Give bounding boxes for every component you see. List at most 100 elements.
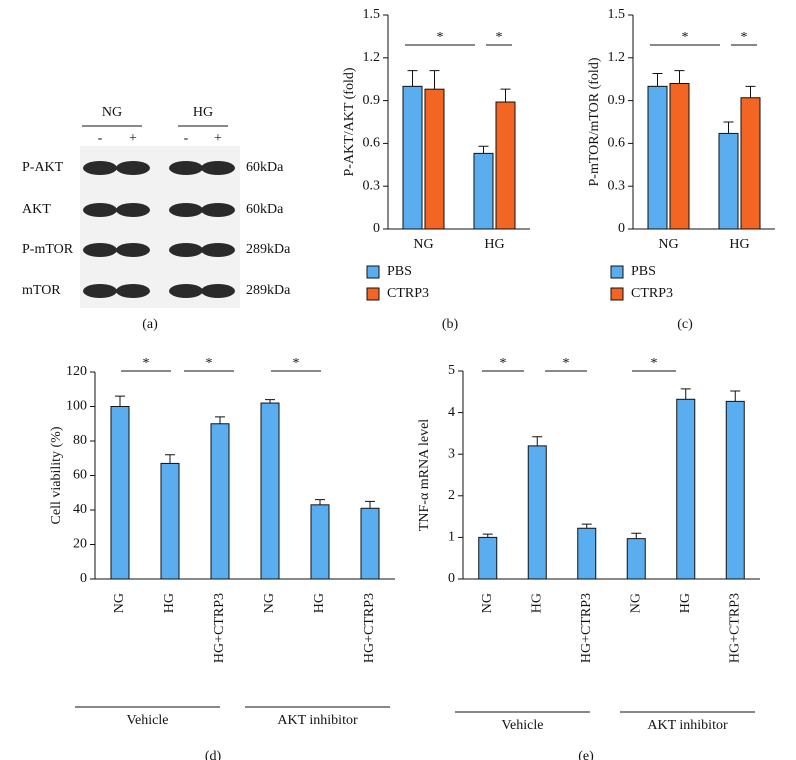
band — [201, 203, 235, 217]
significance-label: * — [651, 356, 658, 371]
y-tick-label: 1.5 — [608, 7, 626, 22]
x-tick-label: HG — [312, 593, 327, 613]
legend-swatch — [366, 287, 380, 301]
error-bar — [482, 533, 493, 538]
bar — [310, 504, 330, 580]
bar — [577, 527, 597, 580]
bar — [740, 97, 761, 230]
band — [169, 161, 203, 175]
y-tick-label: 0 — [373, 221, 380, 236]
legend-label: CTRP3 — [387, 286, 429, 301]
error-bar — [407, 70, 418, 87]
x-tick-label: HG+CTRP3 — [362, 593, 377, 663]
bar — [360, 507, 380, 580]
y-tick-label: 1 — [448, 530, 455, 545]
error-bar — [745, 85, 756, 98]
error-bar — [500, 88, 511, 103]
significance-label: * — [496, 30, 503, 45]
y-axis-label: Cell viability (%) — [49, 426, 64, 524]
bar — [495, 101, 516, 230]
x-tick-label: NG — [628, 593, 643, 613]
band — [169, 243, 203, 257]
y-axis-label: P-mTOR/mTOR (fold) — [587, 57, 602, 186]
error-bar — [532, 436, 543, 446]
x-tick-label: NG — [112, 593, 127, 613]
bar — [260, 402, 280, 580]
y-tick-label: 1.2 — [363, 50, 381, 65]
significance-label: * — [206, 356, 213, 371]
protein-label: mTOR — [22, 283, 61, 298]
error-bar — [115, 395, 125, 407]
y-tick-label: 4 — [448, 405, 455, 420]
x-tick-label: HG+CTRP3 — [727, 593, 742, 663]
error-bar — [680, 388, 691, 400]
y-tick-label: 0 — [80, 571, 87, 586]
bar — [647, 85, 668, 230]
lane-label: - — [184, 131, 189, 146]
significance-label: * — [563, 356, 570, 371]
size-label: 60kDa — [246, 202, 284, 217]
y-tick-label: 0.9 — [363, 93, 381, 108]
error-bar — [723, 121, 734, 134]
x-tick-label: HG — [529, 593, 544, 613]
panel-label: (c) — [677, 317, 693, 332]
band — [116, 284, 150, 298]
band — [83, 243, 117, 257]
significance-label: * — [682, 30, 689, 45]
x-tick-label: HG — [729, 237, 749, 252]
significance-label: * — [741, 30, 748, 45]
error-bar — [631, 532, 642, 539]
bar — [110, 406, 130, 580]
lane-label: + — [214, 131, 222, 146]
panel-label: (b) — [442, 317, 459, 332]
size-label: 289kDa — [246, 283, 291, 298]
band — [83, 161, 117, 175]
bar — [160, 462, 180, 580]
x-tick-label: NG — [262, 593, 277, 613]
protein-label: AKT — [22, 202, 51, 217]
y-tick-label: 0 — [618, 221, 625, 236]
bar — [473, 152, 494, 230]
x-tick-label: HG — [484, 237, 504, 252]
error-bar — [365, 500, 375, 509]
y-tick-label: 0.3 — [363, 178, 381, 193]
y-tick-label: 80 — [73, 433, 87, 448]
panel-label: (d) — [205, 749, 222, 760]
band — [201, 161, 235, 175]
band — [83, 203, 117, 217]
error-bar — [478, 145, 489, 154]
y-tick-label: 40 — [73, 502, 87, 517]
error-bar — [674, 70, 685, 84]
blot-group: NG — [102, 105, 122, 120]
bar — [527, 445, 547, 580]
band — [116, 243, 150, 257]
bar — [402, 85, 423, 230]
y-tick-label: 1.5 — [363, 7, 381, 22]
error-bar — [652, 72, 663, 87]
legend-swatch — [366, 265, 380, 279]
significance-label: * — [437, 30, 444, 45]
y-tick-label: 100 — [66, 399, 87, 414]
y-axis-label: P-AKT/AKT (fold) — [342, 67, 357, 176]
x-tick-label: HG+CTRP3 — [579, 593, 594, 663]
y-tick-label: 60 — [73, 468, 87, 483]
legend-label: PBS — [631, 264, 656, 279]
band — [116, 161, 150, 175]
band — [169, 203, 203, 217]
error-bar — [581, 523, 592, 529]
significance-label: * — [143, 356, 150, 371]
bar — [676, 398, 696, 580]
y-tick-label: 2 — [448, 488, 455, 503]
protein-label: P-AKT — [22, 160, 64, 175]
y-axis-label: TNF-α mRNA level — [417, 419, 432, 531]
group-label: Vehicle — [502, 718, 544, 733]
size-label: 289kDa — [246, 242, 291, 257]
protein-label: P-mTOR — [22, 242, 74, 257]
band — [201, 284, 235, 298]
panel-label: (a) — [142, 317, 158, 332]
error-bar — [165, 454, 175, 464]
y-tick-label: 0.6 — [608, 136, 626, 151]
y-tick-label: 20 — [73, 537, 87, 552]
x-tick-label: HG+CTRP3 — [212, 593, 227, 663]
